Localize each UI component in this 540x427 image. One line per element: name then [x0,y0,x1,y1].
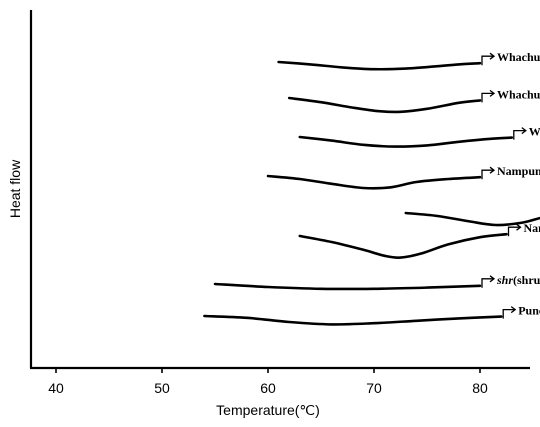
series-line-1 [287,96,482,114]
series-arrow-icon-5 [507,223,522,237]
series-line-0 [277,60,482,71]
x-axis-title: Temperature(℃) [216,402,320,418]
series-label-part: Whachungbyeo [497,50,540,64]
series-label-part: Nampungbyeo [497,164,540,178]
series-line-3 [266,174,482,190]
series-label-1: Whachung du-1 [497,87,540,101]
series-0: Whachungbyeo [277,50,540,71]
series-label-3: Nampungbyeo [497,164,540,178]
series-arrow-icon-2 [513,127,527,140]
series-label-part: (shrunken) [513,273,540,287]
series-2: Whachungchalbyeo [298,125,540,148]
series-label-part: Whachung du-1 [497,87,540,101]
x-ticks: 405060708090 [48,368,488,396]
series-label-5: Nampung EM90 [524,221,540,235]
series-label-2: Whachungchalbyeo [529,125,540,139]
series-layer: Whachungbyeo Whachung du-1 Whachungchalbye… [203,50,540,326]
series-3: Nampungbyeo [266,164,540,190]
x-tick-label-70: 70 [366,380,382,396]
x-tick-label-80: 80 [472,380,488,396]
series-label-0: Whachungbyeo [497,50,540,64]
series-6: shr(shrunken) [213,273,540,291]
series-7: Punchilmi(fl ) [203,304,540,326]
series-arrow-icon-3 [481,166,496,180]
series-line-6 [213,282,482,291]
series-label-part: Nampung EM90 [524,221,540,235]
series-label-7: Punchilmi(fl ) [518,304,540,318]
x-tick-label-40: 40 [48,380,64,396]
series-line-4 [404,211,540,227]
series-arrow-icon-0 [481,52,496,66]
series-arrow-icon-6 [481,275,496,288]
series-4: Nampung CB243 [404,211,540,227]
series-arrow-icon-1 [481,89,496,103]
series-5: Nampung EM90 [298,221,540,259]
series-line-2 [298,135,514,148]
y-axis-title: Heat flow [7,159,23,218]
x-tick-label-60: 60 [260,380,276,396]
plot-axes [29,10,530,370]
series-line-7 [203,314,503,326]
series-1: Whachung du-1 [287,87,540,114]
series-label-6: shr(shrunken) [496,273,540,287]
x-tick-label-50: 50 [154,380,170,396]
series-arrow-icon-7 [502,306,517,319]
series-label-part: Whachungchalbyeo [529,125,540,139]
series-label-part: shr [496,273,513,287]
series-line-5 [298,232,508,259]
series-label-part: Punchilmi( [518,304,540,318]
